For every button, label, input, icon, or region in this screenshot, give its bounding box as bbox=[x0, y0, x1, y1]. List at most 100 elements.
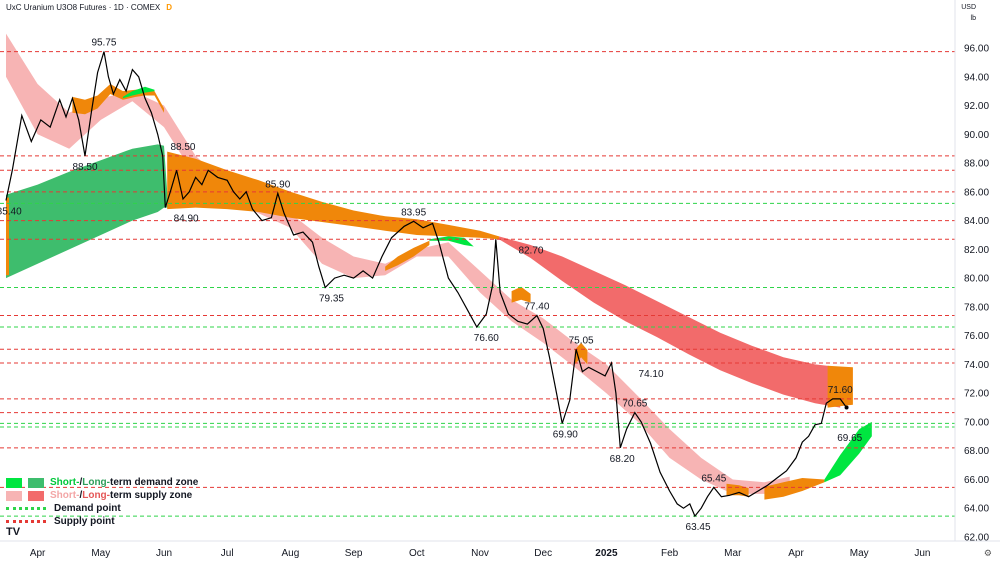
long-demand-zone bbox=[6, 144, 259, 279]
overlap-bar bbox=[6, 197, 9, 276]
legend-demand-zone: Short- / Long-term demand zone bbox=[6, 476, 198, 489]
y-tick-label: 78.00 bbox=[964, 302, 989, 313]
x-tick-label: Dec bbox=[534, 548, 552, 559]
x-tick-label: Aug bbox=[282, 548, 300, 559]
tradingview-logo[interactable]: TV bbox=[6, 526, 21, 538]
y-tick-label: 88.00 bbox=[964, 159, 989, 170]
y-tick-label: 86.00 bbox=[964, 187, 989, 198]
price-annotation: 74.10 bbox=[639, 369, 664, 380]
legend-sep-text: / bbox=[79, 490, 83, 501]
price-annotation: 85.40 bbox=[0, 206, 22, 217]
currency-label[interactable]: USD bbox=[961, 4, 976, 11]
y-tick-label: 92.00 bbox=[964, 101, 989, 112]
legend-supply-rest: term supply zone bbox=[110, 490, 193, 501]
price-axis-bg bbox=[955, 0, 1000, 562]
price-annotation: 65.45 bbox=[701, 473, 726, 484]
price-annotation: 82.70 bbox=[518, 245, 543, 256]
long-supply-swatch bbox=[28, 490, 44, 501]
long-supply-zone bbox=[499, 236, 841, 408]
y-tick-label: 82.00 bbox=[964, 245, 989, 256]
legend-sep-text: / bbox=[79, 477, 83, 488]
y-tick-label: 70.00 bbox=[964, 417, 989, 428]
short-demand-zone bbox=[429, 236, 474, 247]
y-tick-label: 94.00 bbox=[964, 72, 989, 83]
overlap-zone bbox=[167, 151, 499, 240]
price-annotation: 84.90 bbox=[174, 214, 199, 225]
legend-supply-point: Supply point bbox=[6, 515, 198, 528]
x-tick-label: Jun bbox=[156, 548, 172, 559]
overlap-patch bbox=[827, 365, 853, 408]
x-tick-label: Nov bbox=[471, 548, 489, 559]
x-tick-label: Oct bbox=[409, 548, 425, 559]
chart-title: UxC Uranium U3O8 Futures · 1D · COMEX D bbox=[6, 3, 172, 12]
legend-long-text: Long- bbox=[82, 477, 110, 488]
demand-point-swatch bbox=[6, 507, 46, 510]
price-annotation: 85.90 bbox=[265, 179, 290, 190]
legend-demand-point-text: Demand point bbox=[54, 503, 121, 514]
x-tick-label: 2025 bbox=[595, 548, 618, 559]
y-tick-label: 72.00 bbox=[964, 389, 989, 400]
x-tick-label: May bbox=[850, 548, 869, 559]
price-layer bbox=[5, 51, 849, 518]
price-annotation: 79.35 bbox=[319, 293, 344, 304]
short-demand-swatch bbox=[6, 477, 22, 488]
y-tick-label: 80.00 bbox=[964, 274, 989, 285]
overlap-patch bbox=[385, 240, 430, 271]
x-tick-label: Apr bbox=[30, 548, 46, 559]
supply-point-swatch bbox=[6, 520, 46, 523]
x-tick-label: Jul bbox=[221, 548, 234, 559]
price-annotation: 88.50 bbox=[170, 142, 195, 153]
x-tick-label: Jun bbox=[914, 548, 930, 559]
overlap-patch bbox=[764, 478, 825, 500]
price-annotation: 75.05 bbox=[569, 335, 594, 346]
legend-supply-point-text: Supply point bbox=[54, 516, 115, 527]
y-tick-label: 76.00 bbox=[964, 331, 989, 342]
y-tick-label: 64.00 bbox=[964, 504, 989, 515]
short-demand-zone bbox=[122, 86, 155, 99]
legend-short-text: Short- bbox=[50, 477, 80, 488]
price-annotation: 63.45 bbox=[686, 522, 711, 533]
legend-long-text: Long- bbox=[82, 490, 110, 501]
y-tick-label: 74.00 bbox=[964, 360, 989, 371]
y-tick-label: 68.00 bbox=[964, 446, 989, 457]
price-annotation: 88.50 bbox=[72, 162, 97, 173]
zones-layer bbox=[6, 33, 872, 500]
settings-icon[interactable]: ⚙ bbox=[983, 548, 992, 558]
price-annotation: 69.90 bbox=[553, 429, 578, 440]
x-tick-label: Apr bbox=[788, 548, 804, 559]
annotations-layer: 95.75 88.50 85.40 88.50 84.90 85.90 83.95 79.35… bbox=[0, 38, 863, 534]
y-tick-label: 90.00 bbox=[964, 130, 989, 141]
legend-demand-rest: term demand zone bbox=[110, 477, 199, 488]
levels-layer bbox=[0, 51, 955, 517]
price-annotation: 83.95 bbox=[401, 207, 426, 218]
last-price-dot bbox=[844, 405, 849, 410]
y-tick-label: 84.00 bbox=[964, 216, 989, 227]
y-tick-label: 96.00 bbox=[964, 44, 989, 55]
unit-label: lb bbox=[970, 15, 976, 22]
long-demand-swatch bbox=[28, 477, 44, 488]
short-supply-swatch bbox=[6, 490, 22, 501]
price-annotation: 76.60 bbox=[474, 333, 499, 344]
price-annotation: 70.65 bbox=[622, 399, 647, 410]
price-annotation: 69.65 bbox=[837, 433, 862, 444]
symbol-title: UxC Uranium U3O8 Futures · 1D · COMEX bbox=[6, 3, 161, 12]
y-tick-label: 62.00 bbox=[964, 533, 989, 544]
chart-legend: Short- / Long-term demand zone Short- / … bbox=[6, 476, 198, 528]
x-tick-label: May bbox=[91, 548, 110, 559]
legend-demand-point: Demand point bbox=[6, 502, 198, 515]
legend-short-text: Short- bbox=[50, 490, 80, 501]
x-tick-label: Mar bbox=[724, 548, 742, 559]
x-tick-label: Sep bbox=[345, 548, 363, 559]
overlap-patch bbox=[574, 342, 588, 365]
delay-flag: D bbox=[166, 3, 173, 12]
time-axis-bg bbox=[0, 541, 1000, 562]
short-demand-zone bbox=[824, 421, 872, 483]
price-annotation: 77.40 bbox=[524, 302, 549, 313]
price-line bbox=[5, 51, 848, 518]
price-annotation: 71.60 bbox=[828, 385, 853, 396]
y-tick-label: 66.00 bbox=[964, 475, 989, 486]
price-annotation: 95.75 bbox=[91, 38, 116, 49]
x-tick-label: Feb bbox=[661, 548, 679, 559]
overlap-patch bbox=[511, 286, 531, 303]
